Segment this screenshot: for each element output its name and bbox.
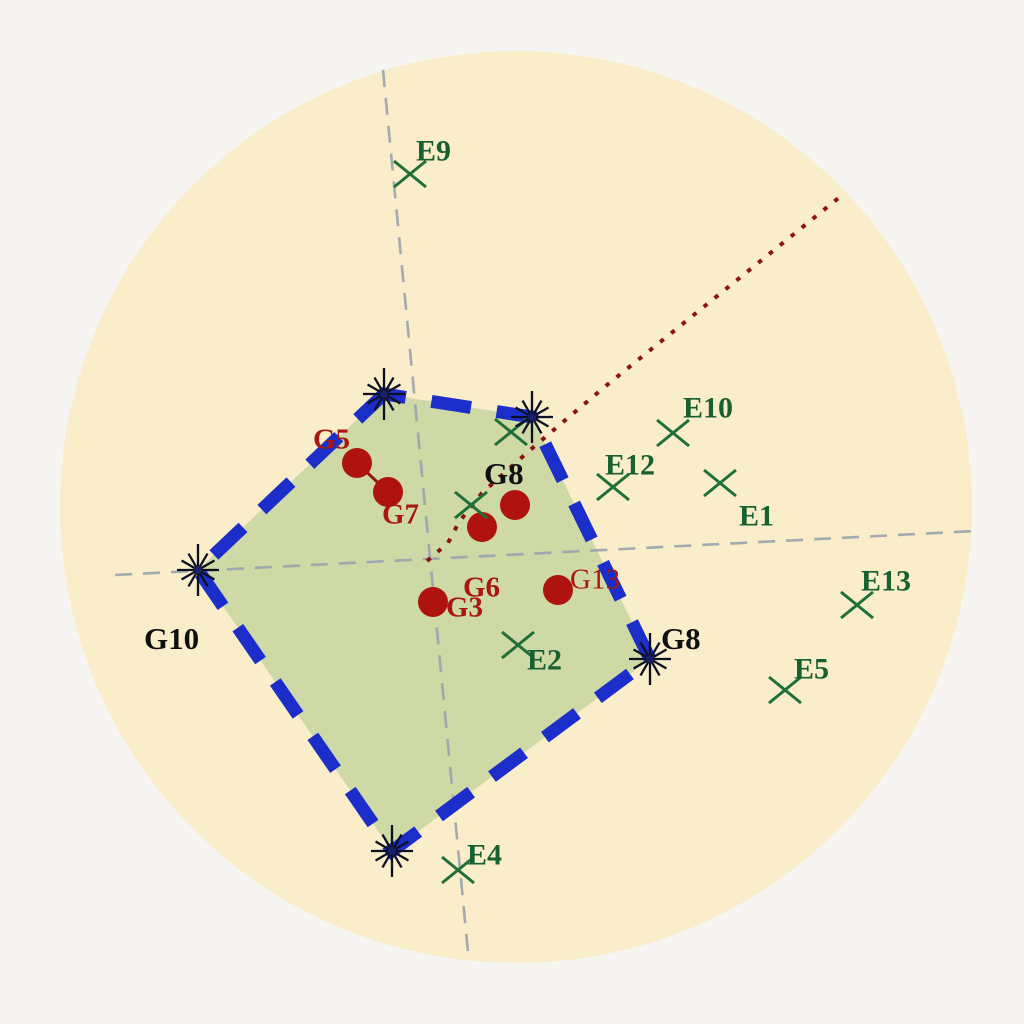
star-marker-g8-right [629,633,671,685]
label-g5: G5 [313,424,350,456]
star-marker-g8-upper [511,391,553,443]
label-g13: G13 [570,564,620,596]
star-marker-south-center [388,847,396,855]
cross-marker-e1 [703,468,737,498]
star-marker-nw [363,368,405,420]
star-marker-g10-center [194,566,202,574]
dot-marker-g5 [342,448,372,478]
label-e10: E10 [683,391,733,424]
cross-marker-e4-stroke2 [441,855,475,885]
label-e5: E5 [794,652,829,685]
cross-marker-unlabeled-b [454,490,488,520]
label-g6: G6 [463,572,500,604]
cross-marker-e1-stroke2 [703,468,737,498]
cross-marker-e4 [441,855,475,885]
cross-marker-e12-stroke2 [596,472,630,502]
cross-marker-e5 [768,675,802,705]
label-e1: E1 [739,499,774,532]
dot-marker-g3 [418,587,448,617]
label-g7: G7 [382,499,419,531]
dot-marker-unlabeled-b [467,512,497,542]
label-e2: E2 [527,643,562,676]
cross-marker-e2 [501,630,535,660]
cross-marker-e12 [596,472,630,502]
crosshair-horizontal-line [114,529,976,577]
cross-marker-e10-stroke2 [656,418,690,448]
cross-marker-e13 [840,590,874,620]
label-g8-upper: G8 [484,456,524,491]
cross-marker-e2-stroke2 [501,630,535,660]
cross-marker-e9-stroke2 [393,159,427,189]
dot-marker-g13 [543,575,573,605]
cross-marker-e10 [656,418,690,448]
star-marker-nw-center [380,390,388,398]
star-marker-south [371,825,413,877]
label-e13: E13 [861,564,911,597]
star-marker-g8-right-center [646,655,654,663]
cross-marker-e9 [393,159,427,189]
label-g10: G10 [144,621,199,656]
dot-marker-unlabeled-a [500,490,530,520]
label-e9: E9 [416,134,451,167]
cross-marker-e13-stroke2 [840,590,874,620]
label-e12: E12 [605,448,655,481]
star-marker-g8-upper-center [528,413,536,421]
star-marker-g10 [177,544,219,596]
label-g3: G3 [446,592,483,624]
label-e4: E4 [467,838,502,871]
dot-marker-g7 [373,477,403,507]
zone-polygon-fill [198,394,650,851]
cross-marker-e5-stroke2 [768,675,802,705]
zone-polygon-border [189,387,659,861]
label-g8-right: G8 [661,621,701,656]
cross-marker-unlabeled-b-stroke2 [454,490,488,520]
